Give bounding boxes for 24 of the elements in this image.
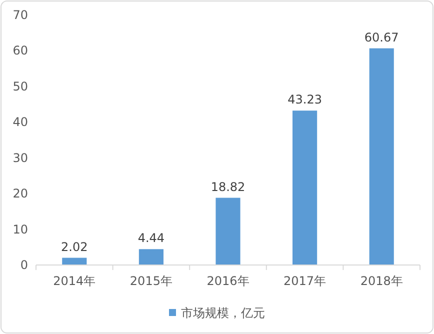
y-tick-label: 30 bbox=[12, 150, 28, 165]
y-tick-label: 70 bbox=[12, 8, 28, 22]
x-tick-label: 2015年 bbox=[130, 274, 172, 288]
bar bbox=[216, 198, 240, 265]
y-tick-label: 0 bbox=[20, 258, 28, 272]
bar bbox=[138, 249, 164, 265]
x-tick-label: 2017年 bbox=[284, 274, 326, 288]
x-tick-label: 2016年 bbox=[206, 274, 250, 288]
y-tick-label: 60 bbox=[12, 44, 28, 58]
data-label: 43.23 bbox=[288, 92, 322, 107]
legend-label: 市场规模，亿元 bbox=[181, 306, 265, 320]
data-label: 4.44 bbox=[138, 231, 165, 246]
data-label: 60.67 bbox=[364, 30, 399, 44]
bar bbox=[292, 110, 318, 265]
y-tick-label: 20 bbox=[12, 186, 28, 201]
y-tick-label: 40 bbox=[12, 115, 28, 130]
bar bbox=[369, 48, 394, 265]
y-tick-label: 50 bbox=[12, 79, 28, 94]
x-tick-label: 2018年 bbox=[360, 274, 403, 288]
data-label: 2.02 bbox=[61, 240, 88, 254]
bar bbox=[62, 258, 87, 265]
x-tick-label: 2014年 bbox=[53, 274, 96, 288]
data-label: 18.82 bbox=[210, 180, 246, 194]
y-tick-label: 10 bbox=[12, 222, 28, 236]
